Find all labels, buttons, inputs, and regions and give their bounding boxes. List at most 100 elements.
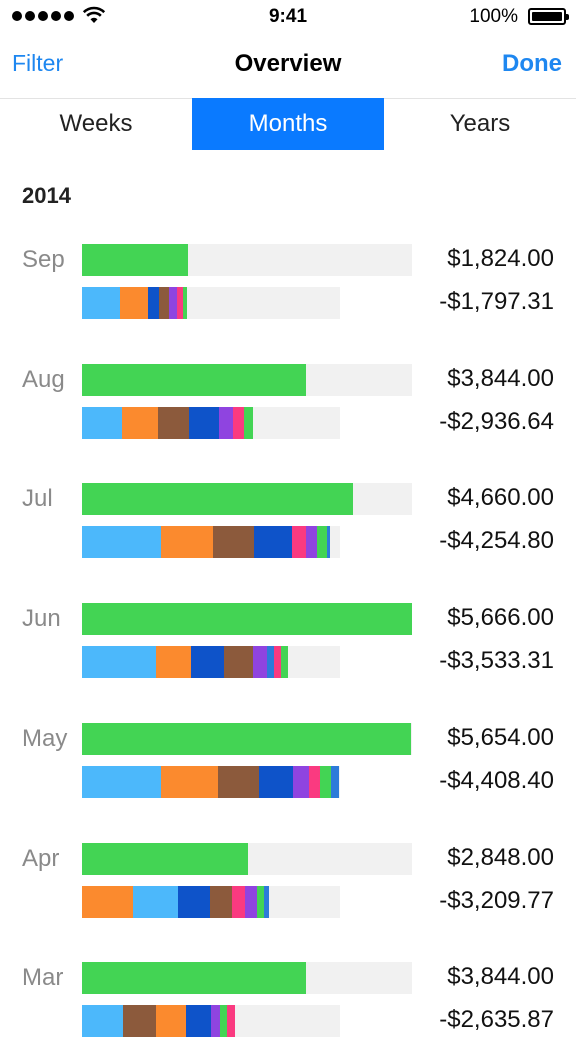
expense-category-segment xyxy=(121,406,158,439)
expense-category-segment xyxy=(155,1005,187,1038)
month-row[interactable]: Aug $3,844.00 -$2,936.64 xyxy=(0,363,576,464)
month-label: Mar xyxy=(22,964,64,992)
income-amount: $3,844.00 xyxy=(447,364,554,392)
expense-amount: -$3,209.77 xyxy=(439,886,554,914)
expense-amount: -$4,254.80 xyxy=(439,527,554,555)
income-amount: $3,844.00 xyxy=(447,963,554,991)
income-bar xyxy=(82,603,412,636)
status-bar: 9:41 100% xyxy=(0,0,576,34)
expense-category-segment xyxy=(259,765,294,798)
page-title: Overview xyxy=(234,50,342,77)
segment-weeks[interactable]: Weeks xyxy=(59,110,133,137)
expense-category-segment xyxy=(306,526,317,559)
battery-percent: 100% xyxy=(469,6,518,27)
expense-category-segment xyxy=(158,287,170,319)
period-segmented-control: Weeks Months Years xyxy=(0,98,576,150)
expense-bar-track xyxy=(82,287,340,319)
income-bar-track xyxy=(82,962,412,995)
expense-amount: -$2,936.64 xyxy=(439,407,554,435)
expense-category-segment xyxy=(280,646,288,679)
expense-category-segment xyxy=(218,406,234,439)
expense-category-segment xyxy=(82,526,161,559)
expense-category-segment xyxy=(82,287,120,319)
expense-category-segment xyxy=(210,1005,221,1038)
expense-category-segment xyxy=(160,765,218,798)
expense-category-segment xyxy=(233,406,245,439)
expense-category-segment xyxy=(209,885,232,918)
signal-icon xyxy=(12,11,74,21)
income-bar-track xyxy=(82,603,412,636)
expense-bar xyxy=(82,646,288,679)
expense-bar xyxy=(82,287,187,319)
expense-bar-track xyxy=(82,526,340,559)
income-bar xyxy=(82,483,354,516)
month-label: Aug xyxy=(22,365,65,393)
segment-months[interactable]: Months xyxy=(192,98,384,150)
expense-category-segment xyxy=(245,885,258,918)
segment-years[interactable]: Years xyxy=(449,110,511,137)
expense-category-segment xyxy=(274,646,281,679)
expense-category-segment xyxy=(176,287,183,319)
done-button[interactable]: Done xyxy=(502,50,562,77)
expense-category-segment xyxy=(293,765,310,798)
expense-category-segment xyxy=(82,885,134,918)
month-row[interactable]: Apr $2,848.00 -$3,209.77 xyxy=(0,842,576,943)
filter-button[interactable]: Filter xyxy=(12,50,64,76)
expense-category-segment xyxy=(244,406,253,439)
month-label: May xyxy=(22,724,68,752)
income-bar-track xyxy=(82,363,412,396)
expense-category-segment xyxy=(227,1005,236,1038)
month-label: Jul xyxy=(22,485,53,513)
expense-category-segment xyxy=(257,885,265,918)
status-time: 9:41 xyxy=(268,6,308,27)
month-label: Apr xyxy=(22,844,60,872)
month-label: Sep xyxy=(22,246,65,273)
income-bar xyxy=(82,962,306,995)
expense-bar xyxy=(82,765,339,798)
month-row[interactable]: Jun $5,666.00 -$3,533.31 xyxy=(0,603,576,703)
income-bar xyxy=(82,842,248,875)
expense-category-segment xyxy=(188,406,219,439)
income-bar-track xyxy=(82,842,412,875)
expense-bar-track xyxy=(82,885,340,918)
expense-category-segment xyxy=(264,885,269,918)
navigation-bar: Filter Overview Done xyxy=(0,34,576,98)
expense-category-segment xyxy=(231,885,246,918)
income-bar xyxy=(82,363,306,396)
expense-category-segment xyxy=(122,1005,156,1038)
expense-category-segment xyxy=(267,646,275,679)
expense-category-segment xyxy=(320,765,331,798)
expense-bar-track xyxy=(82,1005,340,1038)
expense-category-segment xyxy=(190,646,225,679)
expense-category-segment xyxy=(292,526,307,559)
year-header: 2014 xyxy=(22,183,71,208)
expense-amount: -$3,533.31 xyxy=(439,647,554,675)
month-row[interactable]: May $5,654.00 -$4,408.40 xyxy=(0,722,576,823)
month-label: Jun xyxy=(22,605,61,633)
expense-category-segment xyxy=(254,526,293,559)
expense-category-segment xyxy=(133,885,179,918)
income-bar-track xyxy=(82,722,412,755)
expense-category-segment xyxy=(160,526,213,559)
expense-bar xyxy=(82,1005,236,1038)
expense-category-segment xyxy=(82,646,157,679)
expense-category-segment xyxy=(309,765,321,798)
month-row[interactable]: Jul $4,660.00 -$4,254.80 xyxy=(0,483,576,583)
wifi-icon xyxy=(82,6,106,23)
income-amount: $5,654.00 xyxy=(447,723,554,751)
expense-category-segment xyxy=(212,526,255,559)
income-bar-track xyxy=(82,483,412,516)
month-row[interactable]: Mar $3,844.00 -$2,635.87 xyxy=(0,962,576,1062)
income-bar-track xyxy=(82,244,412,276)
expense-category-segment xyxy=(82,1005,123,1038)
expense-amount: -$1,797.31 xyxy=(439,288,554,315)
month-row[interactable]: Sep $1,824.00 -$1,797.31 xyxy=(0,244,576,344)
expense-category-segment xyxy=(326,526,330,559)
expense-category-segment xyxy=(182,287,187,319)
expense-category-segment xyxy=(220,1005,228,1038)
expense-category-segment xyxy=(217,765,260,798)
expense-category-segment xyxy=(82,765,161,798)
expense-category-segment xyxy=(157,406,189,439)
income-amount: $4,660.00 xyxy=(447,484,554,512)
expense-bar-track xyxy=(82,406,340,439)
